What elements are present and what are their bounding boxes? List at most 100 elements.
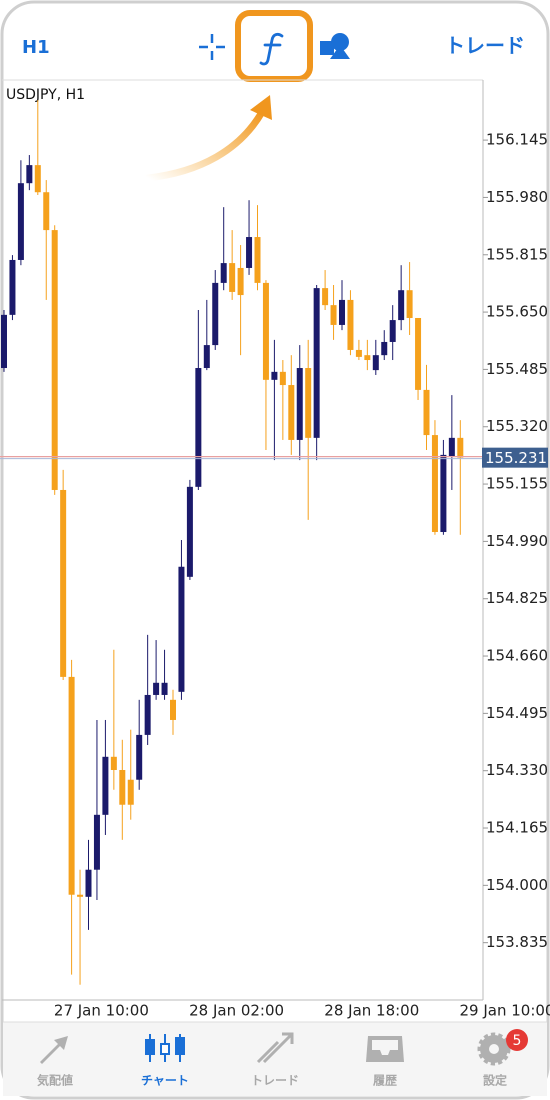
tab-bar <box>3 1022 547 1096</box>
y-tick-label: 154.165 <box>486 819 548 837</box>
candle-body <box>186 486 193 577</box>
candle-body <box>415 317 422 390</box>
tab-label[interactable]: チャート <box>141 1074 189 1088</box>
candle-body <box>305 368 312 438</box>
tab-label[interactable]: トレード <box>251 1074 299 1088</box>
y-tick-label: 155.485 <box>486 360 548 378</box>
candle-body <box>339 299 345 325</box>
y-tick-label: 155.815 <box>486 245 548 263</box>
candle-body <box>212 282 219 346</box>
candle-body <box>262 282 269 380</box>
tab-label[interactable]: 気配値 <box>37 1073 73 1088</box>
x-tick-label: 28 Jan 02:00 <box>189 1002 284 1020</box>
candle-body <box>313 288 320 438</box>
candle-body <box>93 814 100 870</box>
quotes-icon[interactable] <box>40 1036 68 1064</box>
candle-body <box>406 290 413 318</box>
x-tick-label: 28 Jan 18:00 <box>324 1002 419 1020</box>
tab-label[interactable]: 履歴 <box>372 1074 397 1088</box>
trade-button[interactable]: トレード <box>445 34 525 58</box>
candle-body <box>288 385 295 440</box>
candle-body <box>77 894 84 897</box>
candle-body <box>364 355 371 361</box>
history-icon[interactable] <box>366 1036 404 1062</box>
badge-count: 5 <box>513 1033 522 1049</box>
candle-body <box>347 299 354 350</box>
y-tick-label: 155.155 <box>486 475 548 493</box>
candle-body <box>136 734 143 780</box>
candle-body <box>161 682 168 695</box>
candle-body <box>17 183 24 260</box>
candle-body <box>229 263 236 292</box>
candle-body <box>440 454 447 533</box>
candle-body <box>355 349 362 357</box>
chart-title: USDJPY, H1 <box>6 87 85 103</box>
trade-icon[interactable] <box>256 1032 294 1064</box>
candle-body <box>220 263 227 283</box>
plot-area <box>0 100 483 985</box>
y-tick-label: 154.825 <box>486 589 548 607</box>
indicator-button[interactable] <box>259 32 284 66</box>
callout-arrowhead <box>250 95 272 120</box>
settings-icon[interactable]: 5 <box>477 1029 528 1066</box>
candle-body <box>381 341 388 356</box>
candle-body <box>60 489 67 677</box>
candle-body <box>271 371 278 380</box>
candle-body <box>431 435 438 533</box>
candle-body <box>85 869 92 897</box>
candle-body <box>195 368 202 487</box>
y-tick-label: 154.000 <box>486 876 548 894</box>
candle-body <box>279 371 286 386</box>
candle-body <box>1 314 7 369</box>
candle-body <box>237 267 244 296</box>
candle-body <box>254 237 261 283</box>
current-price-label: 155.231 <box>485 449 547 467</box>
y-tick-label: 154.660 <box>486 647 548 665</box>
candle-body <box>296 368 303 440</box>
candle-body <box>330 305 337 325</box>
y-tick-label: 154.330 <box>486 761 548 779</box>
timeframe-button[interactable]: H1 <box>22 37 50 58</box>
candle-body <box>170 699 176 720</box>
candle-body <box>43 192 50 231</box>
highlight-box <box>235 10 313 82</box>
y-tick-label: 155.980 <box>486 188 548 206</box>
y-tick-label: 156.145 <box>486 131 548 149</box>
candle-body <box>144 694 151 735</box>
crosshair-button[interactable] <box>199 34 225 60</box>
chart-icon[interactable] <box>145 1034 185 1062</box>
current-price-tag <box>482 447 548 468</box>
candle-body <box>119 770 126 805</box>
tab-label[interactable]: 設定 <box>483 1073 507 1088</box>
x-tick-label: 29 Jan 10:00 <box>460 1002 550 1020</box>
candle-body <box>178 566 185 692</box>
y-tick-label: 154.495 <box>486 704 548 722</box>
candle-body <box>127 779 134 805</box>
candle-body <box>372 355 379 371</box>
candle-body <box>448 437 455 457</box>
candle-body <box>246 237 253 268</box>
candle-body <box>68 676 75 895</box>
candle-body <box>51 230 58 490</box>
candle-body <box>322 288 329 306</box>
x-tick-label: 27 Jan 10:00 <box>54 1002 149 1020</box>
y-tick-label: 154.990 <box>486 532 548 550</box>
badge <box>506 1029 528 1051</box>
axes: 156.145 155.980 155.815 155.650 155.485 155.3… <box>54 131 550 1020</box>
candle-body <box>457 437 464 458</box>
candle-body <box>153 682 160 695</box>
y-tick-label: 155.320 <box>486 417 548 435</box>
candle-body <box>26 165 33 184</box>
candle-body <box>34 165 41 193</box>
candle-body <box>9 259 16 315</box>
candle-body <box>203 345 210 369</box>
y-tick-label: 153.835 <box>486 933 548 951</box>
callout-arrow <box>144 108 266 182</box>
objects-button[interactable] <box>320 33 350 59</box>
candle-body <box>110 756 117 770</box>
y-tick-label: 155.650 <box>486 303 548 321</box>
candle-body <box>102 756 109 815</box>
candle-body <box>423 389 430 436</box>
